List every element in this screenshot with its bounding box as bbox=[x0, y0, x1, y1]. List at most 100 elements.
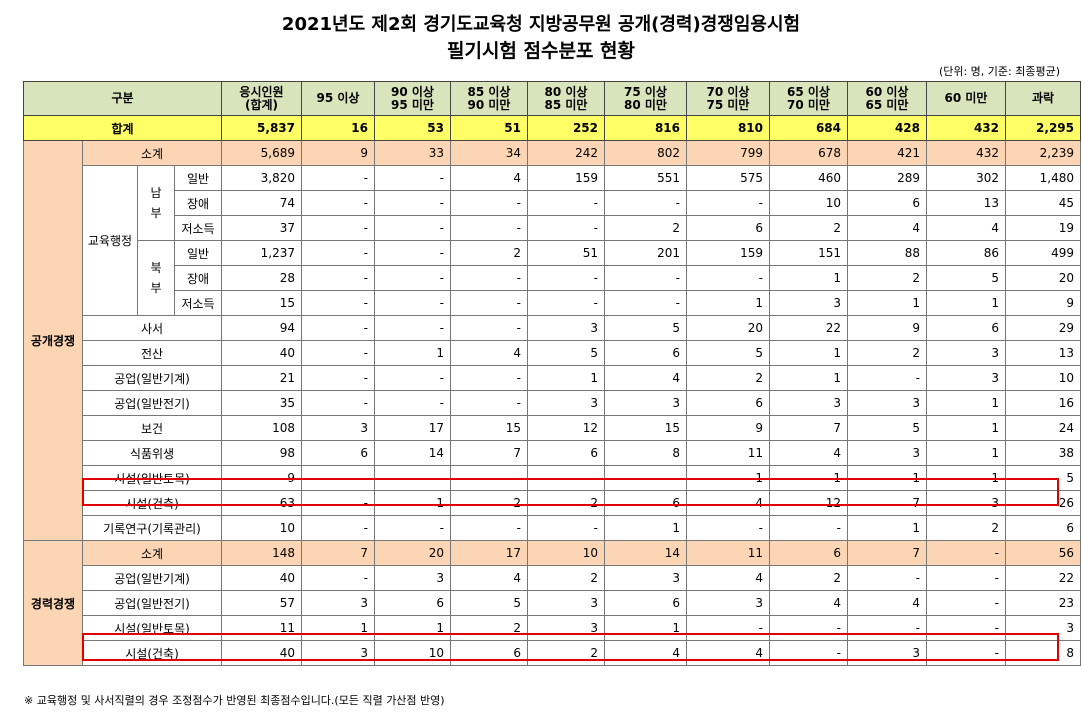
header-score-band: 70 이상 75 미만 bbox=[686, 81, 770, 116]
value-cell: 678 bbox=[769, 140, 848, 166]
value-cell: - bbox=[301, 165, 375, 191]
value-cell: - bbox=[527, 465, 605, 491]
value-cell: 7 bbox=[450, 440, 528, 466]
value-cell: 1 bbox=[374, 615, 451, 641]
value-cell: 3 bbox=[301, 590, 375, 616]
row-label: 전산 bbox=[82, 340, 222, 366]
value-cell: 4 bbox=[604, 640, 687, 666]
table-row: 경력경쟁 소계 148 7 20 17 10 14 11 6 7-56 bbox=[23, 540, 1081, 666]
header-line: 75 이상 bbox=[624, 84, 667, 99]
value-cell: 12 bbox=[527, 415, 605, 441]
value-cell: - bbox=[527, 290, 605, 316]
row-label: 사서 bbox=[82, 315, 222, 341]
row-label: 장애 bbox=[174, 265, 222, 291]
value-cell: 148 bbox=[221, 540, 302, 566]
value-cell: 6 bbox=[604, 340, 687, 366]
value-cell: 3 bbox=[301, 415, 375, 441]
value-cell: 53 bbox=[374, 115, 451, 141]
value-cell: - bbox=[301, 390, 375, 416]
value-cell: 23 bbox=[1005, 590, 1081, 616]
value-cell: 17 bbox=[450, 540, 528, 566]
value-cell: 201 bbox=[604, 240, 687, 266]
table-row: 장애 74- - - - - -10 6 13 45 bbox=[24, 190, 1081, 216]
value-cell: - bbox=[301, 465, 375, 491]
header-line: 95 이상 bbox=[316, 91, 360, 105]
header-line: (합계) bbox=[244, 97, 279, 112]
header-score-band: 90 이상 95 미만 bbox=[374, 81, 451, 116]
value-cell: - bbox=[926, 640, 1006, 666]
header-score-band: 60 이상 65 미만 bbox=[847, 81, 927, 116]
value-cell: 3 bbox=[926, 365, 1006, 391]
value-cell: 5 bbox=[847, 415, 927, 441]
value-cell: 1 bbox=[847, 290, 927, 316]
value-cell: 10 bbox=[1005, 365, 1081, 391]
row-label: 공업(일반전기) bbox=[82, 390, 222, 416]
row-label: 일반 bbox=[174, 165, 222, 191]
table-row: 북 부 일반 1,237- -2 51 201 159 151 88 86 499 bbox=[24, 240, 1081, 316]
value-cell: 4 bbox=[686, 490, 770, 516]
value-cell: - bbox=[374, 165, 451, 191]
value-cell: 57 bbox=[221, 590, 302, 616]
value-cell: - bbox=[374, 515, 451, 541]
value-cell: 11 bbox=[686, 540, 770, 566]
header-line: 70 이상 bbox=[706, 84, 750, 99]
value-cell: 2 bbox=[769, 565, 848, 591]
row-label: 공업(일반기계) bbox=[82, 565, 222, 591]
value-cell: 252 bbox=[527, 115, 605, 141]
header-line: 65 이상 bbox=[787, 84, 830, 99]
value-cell: 10 bbox=[221, 515, 302, 541]
value-cell: - bbox=[847, 365, 927, 391]
value-cell: 5,689 bbox=[221, 140, 302, 166]
value-cell: 1 bbox=[926, 290, 1006, 316]
edu-admin-label: 교육행정 bbox=[82, 165, 138, 316]
header-score-band: 75 이상 80 미만 bbox=[604, 81, 687, 116]
value-cell: 4 bbox=[847, 590, 927, 616]
value-cell: 2 bbox=[686, 365, 770, 391]
value-cell: 432 bbox=[926, 140, 1006, 166]
value-cell: - bbox=[847, 565, 927, 591]
value-cell: - bbox=[686, 265, 770, 291]
header-score-band: 과락 bbox=[1005, 81, 1081, 116]
value-cell: - bbox=[527, 265, 605, 291]
value-cell: 6 bbox=[301, 440, 375, 466]
value-cell: 1 bbox=[769, 365, 848, 391]
value-cell: 5 bbox=[450, 590, 528, 616]
value-cell: 1 bbox=[926, 440, 1006, 466]
value-cell: 11 bbox=[221, 615, 302, 641]
value-cell: - bbox=[301, 315, 375, 341]
value-cell: 11 bbox=[686, 440, 770, 466]
value-cell: 1 bbox=[769, 465, 848, 491]
page-title: 2021년도 제2회 경기도교육청 지방공무원 공개(경력)경쟁임용시험 bbox=[281, 14, 801, 35]
header-line: 95 미만 bbox=[391, 97, 434, 112]
row-label: 시설(건축) bbox=[82, 490, 222, 516]
table-row: 시설(일반토목) 9- - - - -1 1 1 1 5 bbox=[24, 465, 1081, 491]
value-cell: - bbox=[374, 265, 451, 291]
value-cell: 7 bbox=[301, 540, 375, 566]
table-row: 합계 5,837 16 53 51 252 816 810 684 428 432 2,295 bbox=[23, 115, 1081, 141]
value-cell: 4 bbox=[926, 215, 1006, 241]
value-cell: 1 bbox=[769, 265, 848, 291]
table-row: 저소득 15- - - - -1 3 1 1 9 bbox=[24, 290, 1081, 316]
value-cell: 4 bbox=[450, 165, 528, 191]
value-cell: - bbox=[374, 465, 451, 491]
value-cell: 20 bbox=[686, 315, 770, 341]
value-cell: 9 bbox=[1005, 290, 1081, 316]
value-cell: 40 bbox=[221, 640, 302, 666]
value-cell: 1 bbox=[686, 290, 770, 316]
row-label: 시설(일반토목) bbox=[82, 465, 222, 491]
header-line: 응시인원 bbox=[239, 84, 284, 99]
value-cell: - bbox=[847, 615, 927, 641]
value-cell: 1 bbox=[847, 465, 927, 491]
header-line: 80 미만 bbox=[624, 97, 667, 112]
header-line: 90 이상 bbox=[391, 84, 434, 99]
value-cell: 4 bbox=[450, 340, 528, 366]
value-cell: 40 bbox=[221, 565, 302, 591]
total-label: 합계 bbox=[23, 115, 222, 141]
table-row: 공업(일반기계) 40-3 4 2 3 4 2- -22 bbox=[24, 565, 1081, 591]
value-cell: 6 bbox=[686, 390, 770, 416]
value-cell: 1,237 bbox=[221, 240, 302, 266]
value-cell: 98 bbox=[221, 440, 302, 466]
value-cell: 3 bbox=[926, 490, 1006, 516]
header-score-band: 95 이상 bbox=[301, 81, 375, 116]
